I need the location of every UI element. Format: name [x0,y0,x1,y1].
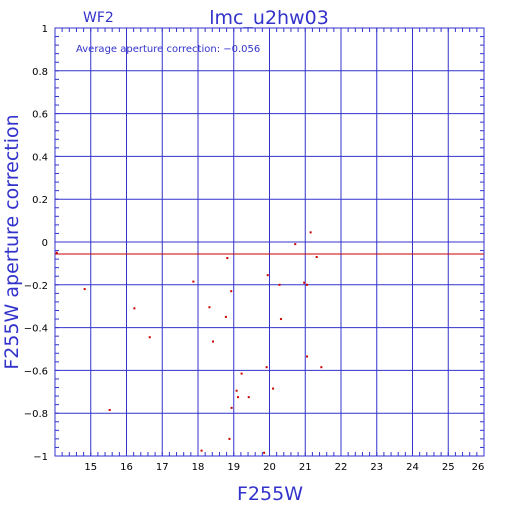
y-tick-label: 0.8 [32,67,48,78]
x-tick-label: 22 [335,462,348,473]
data-point [224,315,227,318]
data-point [83,288,86,291]
data-point [315,255,318,258]
y-tick-label: 0.2 [32,195,48,206]
panel-label: WF2 [83,10,114,26]
x-tick-label: 17 [156,462,169,473]
y-axis-label: F255W aperture correction [1,114,23,369]
data-point [230,406,233,409]
x-tick-label: 18 [192,462,205,473]
data-point [309,231,312,234]
y-tick-label: 0.4 [32,152,48,163]
chart-title: lmc_u2hw03 [209,7,329,29]
data-points [55,231,323,454]
y-tick-label: −0.8 [24,409,48,420]
y-tick-label: −0.4 [24,324,48,335]
data-point [320,366,323,369]
data-point [133,307,136,310]
x-tick-labels: 15 16 17 18 19 20 21 22 23 24 25 26 [84,462,484,473]
x-tick-label: 20 [263,462,276,473]
data-point [278,283,281,286]
data-point [108,408,111,411]
data-point [212,340,215,343]
x-tick-label: 16 [120,462,133,473]
y-tick-label: 0 [42,238,48,249]
y-tick-label: −0.2 [24,281,48,292]
data-point [235,389,238,392]
data-point [192,280,195,283]
plot-frame [54,27,485,457]
data-point [265,366,268,369]
data-point [303,281,306,284]
y-tick-label: −0.6 [24,366,48,377]
data-point [226,257,229,260]
x-tick-label: 26 [472,462,485,473]
data-point [306,355,309,358]
data-point [148,336,151,339]
x-tick-label: 24 [406,462,419,473]
data-point [240,372,243,375]
data-point [294,243,297,246]
x-tick-label: 15 [84,462,97,473]
y-tick-labels: −1 −0.8 −0.6 −0.4 −0.2 0 0.2 0.4 0.6 0.8 1 [24,24,48,463]
data-point [230,290,233,293]
x-tick-label: 23 [370,462,383,473]
data-point [263,451,266,454]
x-tick-label: 21 [299,462,312,473]
data-point [306,283,309,286]
minor-ticks [54,27,485,457]
average-annotation: Average aperture correction: −0.056 [76,44,260,55]
x-tick-label: 25 [442,462,455,473]
y-tick-label: 0.6 [32,110,48,121]
x-axis-label: F255W [237,483,303,505]
y-tick-label: −1 [33,452,48,463]
data-point [55,251,58,254]
data-point [200,449,203,452]
x-tick-label: 19 [227,462,240,473]
data-point [228,437,231,440]
data-point [266,274,269,277]
data-point [272,387,275,390]
data-point [279,318,282,321]
data-point [237,396,240,399]
data-point [247,396,250,399]
data-point [208,306,211,309]
y-tick-label: 1 [42,24,48,35]
